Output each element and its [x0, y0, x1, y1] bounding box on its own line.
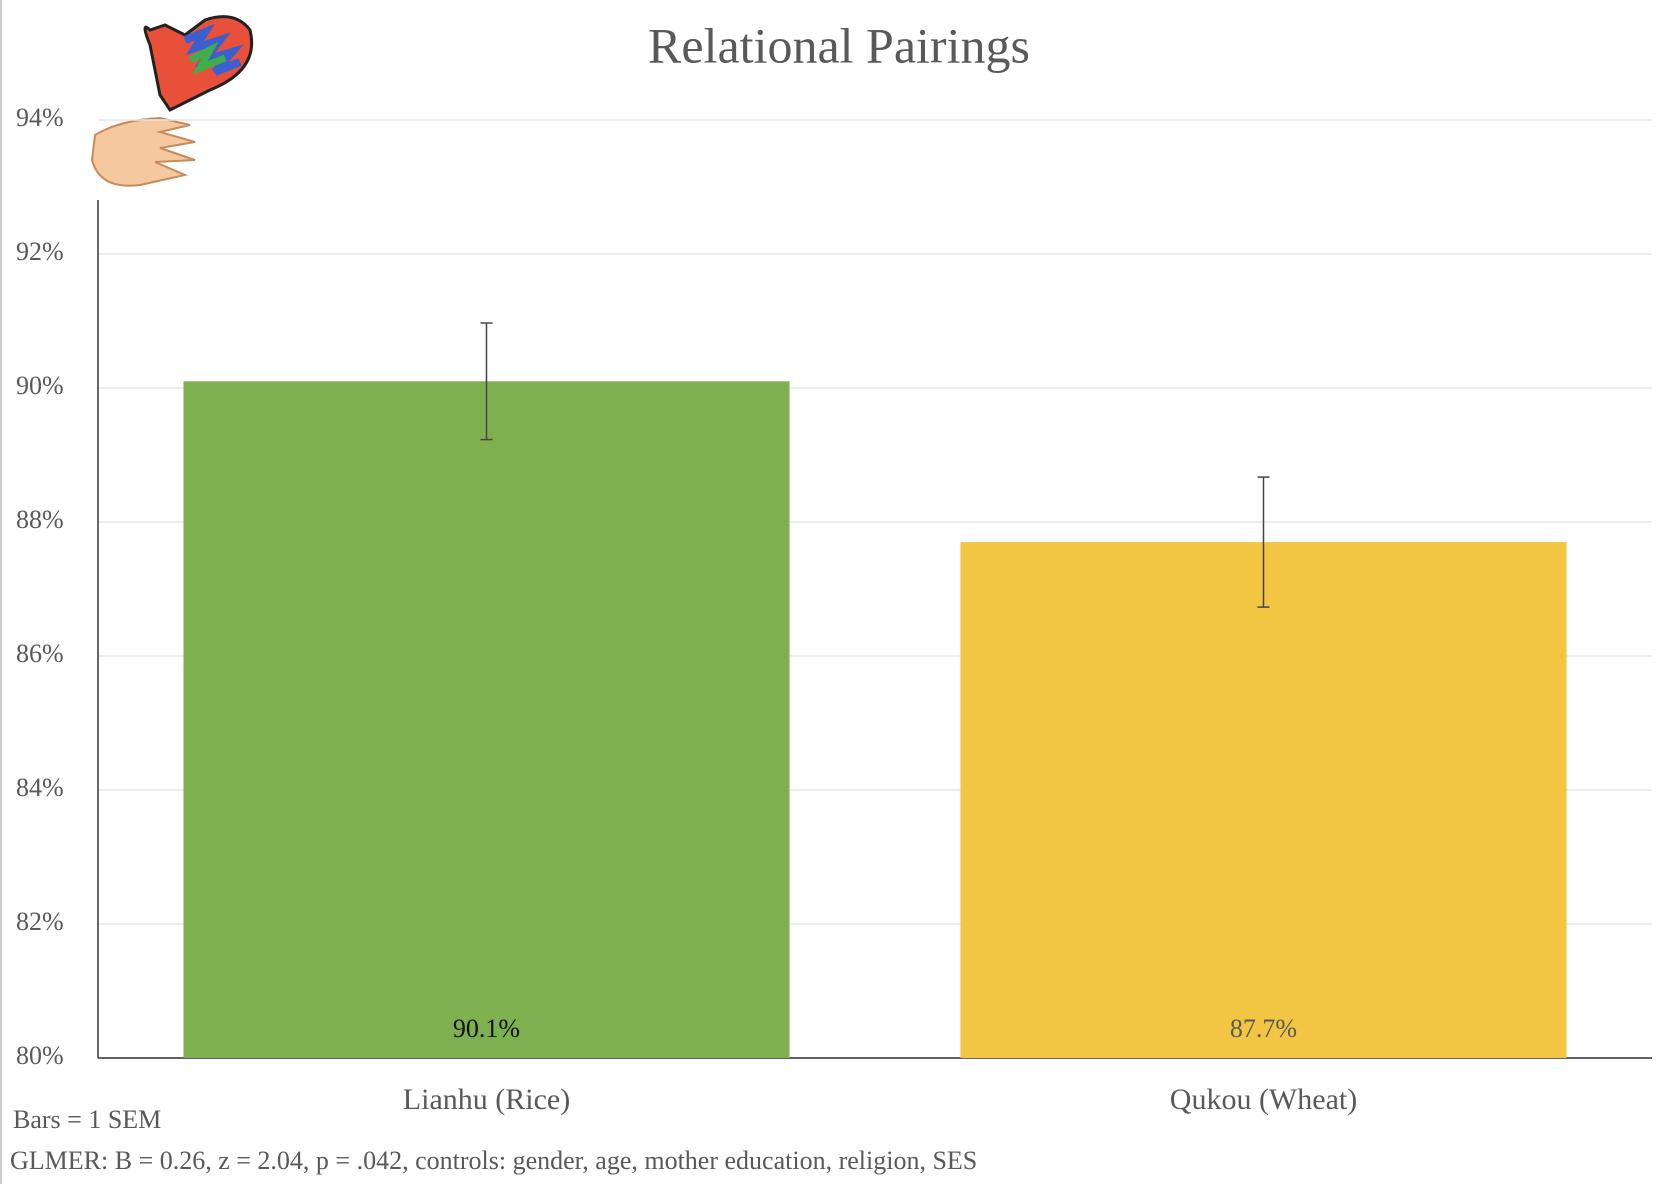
y-tick-label: 80%: [16, 1041, 64, 1070]
bar: [183, 381, 790, 1058]
x-tick-label: Lianhu (Rice): [403, 1083, 570, 1116]
value-label: 87.7%: [1230, 1014, 1297, 1043]
mitten-icon: [90, 15, 254, 187]
y-tick-label: 90%: [16, 371, 64, 400]
y-tick-label: 88%: [16, 505, 64, 534]
chart-title: Relational Pairings: [648, 17, 1030, 73]
note: GLMER: B = 0.26, z = 2.04, p = .042, con…: [10, 1146, 977, 1175]
y-tick-label: 86%: [16, 639, 64, 668]
y-tick-label: 82%: [16, 907, 64, 936]
y-tick-label: 84%: [16, 773, 64, 802]
y-tick-label: 94%: [16, 103, 64, 132]
y-tick-label: 92%: [16, 237, 64, 266]
note: Bars = 1 SEM: [13, 1105, 161, 1134]
value-label: 90.1%: [453, 1014, 520, 1043]
bar: [960, 542, 1567, 1058]
x-tick-label: Qukou (Wheat): [1170, 1083, 1357, 1116]
